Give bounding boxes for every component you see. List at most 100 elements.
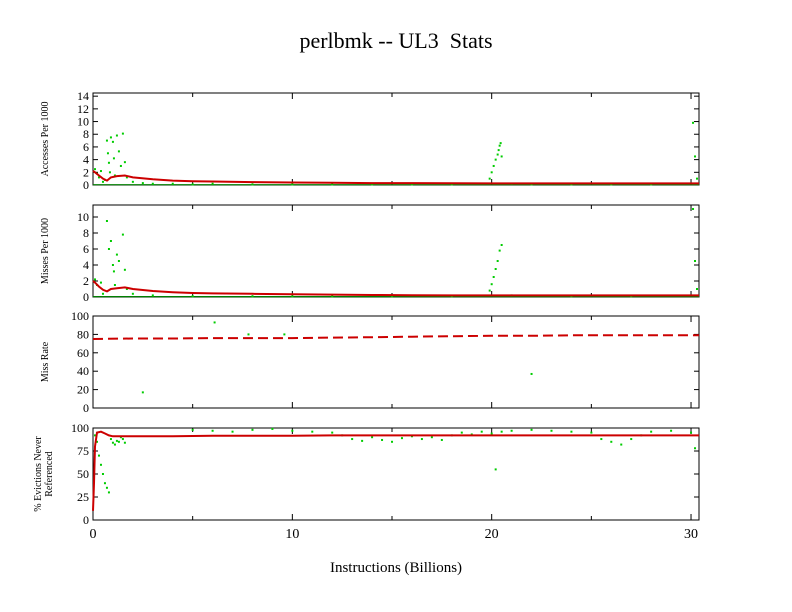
scatter-point [113, 284, 116, 286]
scatter-point [488, 177, 491, 180]
scatter-point [391, 295, 394, 298]
ytick-label: 25 [77, 490, 89, 504]
ytick-label: 100 [71, 309, 89, 323]
scatter-point [111, 441, 114, 444]
scatter-point [492, 164, 495, 167]
plot-frame-2 [92, 204, 700, 298]
xtick-label: 30 [684, 527, 698, 542]
ytick-label: 40 [77, 364, 89, 378]
scatter-point [99, 281, 102, 284]
scatter-point [125, 176, 128, 179]
scatter-point [101, 473, 104, 475]
scatter-point [117, 150, 120, 153]
ytick-label: 50 [77, 467, 89, 481]
scatter-point [131, 180, 134, 183]
scatter-point [630, 438, 633, 441]
scatter-point [610, 440, 613, 443]
scatter-point [93, 168, 96, 171]
scatter-point [492, 276, 495, 278]
scatter-point [510, 429, 513, 432]
ytick-label: 0 [83, 178, 89, 192]
scatter-point [105, 486, 108, 489]
ytick-label: 8 [83, 127, 89, 141]
scatter-point [670, 429, 673, 432]
scatter-point [590, 431, 593, 434]
scatter-point [101, 180, 104, 183]
scatter-point [112, 270, 115, 273]
ytick-label: 75 [77, 444, 89, 458]
scatter-point [311, 430, 314, 433]
scatter-point [101, 292, 104, 295]
scatter-point [600, 438, 603, 441]
scatter-point [271, 427, 274, 430]
scatter-point [500, 244, 503, 246]
scatter-point [692, 208, 695, 210]
ytick-label: 2 [83, 274, 89, 288]
scatter-point [440, 438, 443, 441]
scatter-point [123, 161, 126, 164]
scatter-point [650, 430, 653, 433]
scatter-point [191, 428, 194, 431]
scatter-point [291, 295, 294, 298]
chart-title: perlbmk -- UL3 Stats [299, 28, 493, 53]
scatter-point [112, 157, 115, 160]
scatter-point [99, 170, 102, 173]
xtick-label: 10 [285, 527, 299, 542]
ytick-label: 4 [83, 153, 89, 167]
scatter-point [115, 253, 118, 256]
scatter-point [107, 161, 110, 164]
scatter-point [251, 428, 254, 431]
scatter-point [107, 248, 110, 250]
scatter-point [496, 153, 499, 156]
scatter-point [498, 249, 501, 252]
scatter-point [121, 438, 124, 441]
scatter-point [381, 438, 384, 441]
ytick-label: 0 [83, 290, 89, 304]
scatter-point [97, 454, 100, 457]
plot-frame-3 [92, 315, 700, 409]
scatter-point [490, 432, 493, 435]
scatter-point [494, 158, 497, 161]
plot-frame-1 [92, 92, 700, 186]
scatter-point [141, 182, 144, 185]
ytick-label: 8 [83, 226, 89, 240]
plot-frame-4 [92, 427, 700, 521]
scatter-point [105, 220, 108, 222]
scatter-point [420, 438, 423, 441]
scatter-point [690, 431, 693, 434]
scatter-point [550, 429, 553, 432]
scatter-point [115, 134, 118, 137]
scatter-point [97, 176, 100, 179]
scatter-point [692, 121, 695, 124]
scatter-point [123, 441, 126, 444]
scatter-point [123, 268, 126, 271]
scatter-point [620, 443, 623, 446]
scatter-point [251, 295, 254, 298]
scatter-point [490, 283, 493, 286]
scatter-point [125, 288, 128, 290]
scatter-point [109, 240, 112, 242]
scatter-point [480, 430, 483, 433]
scatter-point [450, 183, 453, 186]
scatter-point [231, 430, 234, 433]
scatter-point [113, 174, 116, 177]
scatter-point [361, 439, 364, 442]
scatter-point [106, 152, 109, 155]
scatter-point [490, 171, 493, 174]
scatter-point [191, 183, 194, 186]
scatter-point [211, 182, 214, 185]
y-axis-label: Miss Rate [40, 341, 51, 382]
scatter-point [500, 155, 503, 158]
mean-line [92, 280, 699, 297]
scatter-point [391, 440, 394, 443]
scatter-point [171, 182, 174, 185]
scatter-point [291, 429, 294, 432]
scatter-point [530, 372, 533, 375]
scatter-point [570, 430, 573, 433]
ytick-label: 80 [77, 327, 89, 341]
scatter-point [131, 292, 134, 295]
scatter-point [191, 295, 194, 298]
scatter-point [400, 437, 403, 440]
